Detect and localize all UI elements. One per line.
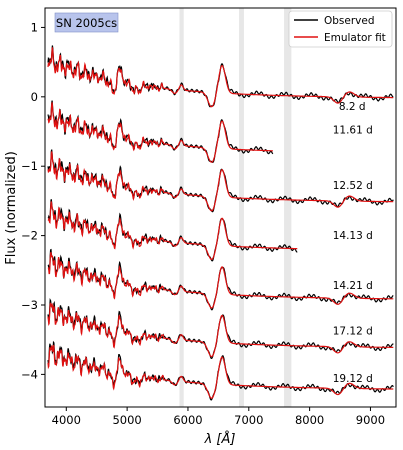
telluric-band-2 <box>284 8 292 407</box>
y-tick-label-4: −3 <box>21 298 38 312</box>
epoch-label-12-52-d: 12.52 d <box>333 180 373 192</box>
emulator-fit-spectrum-12-52-d <box>47 151 394 212</box>
epoch-labels: 8.2 d 11.61 d 12.52 d 14.13 d 14.21 d 17.12 d… <box>333 101 373 385</box>
epoch-label-14-13-d: 14.13 d <box>333 230 373 242</box>
y-tick-label-1: 0 <box>31 90 38 104</box>
y-tick-label-3: −2 <box>21 229 38 243</box>
annotation-text: SN 2005cs <box>56 16 117 30</box>
emulator-fit-spectrum-14-21-d <box>47 251 394 309</box>
annotation-box: SN 2005cs <box>54 12 119 33</box>
x-tick-label-6000: 6000 <box>173 413 202 427</box>
telluric-bands <box>179 8 292 407</box>
emulator-fit-spectrum-11-61-d <box>47 102 273 163</box>
spectra-lines <box>47 45 394 401</box>
observed-spectrum-8-2-d <box>47 45 394 108</box>
telluric-band-1 <box>239 8 244 407</box>
emulator-fit-spectrum-19-12-d <box>47 344 394 399</box>
epoch-label-11-61-d: 11.61 d <box>333 124 373 136</box>
x-tick-label-5000: 5000 <box>112 413 141 427</box>
epoch-label-14-21-d: 14.21 d <box>333 280 373 292</box>
x-axis-label: λ [Å] <box>204 431 236 447</box>
y-tick-label-2: −1 <box>21 159 38 173</box>
plot-frame <box>44 7 397 408</box>
x-axis-ticks: 4000 5000 6000 7000 8000 9000 <box>52 407 385 427</box>
y-tick-label-5: −4 <box>21 367 38 381</box>
x-tick-label-4000: 4000 <box>52 413 81 427</box>
emulator-fit-spectrum-17-12-d <box>47 302 394 358</box>
legend-label-observed: Observed <box>324 15 375 27</box>
epoch-label-19-12-d: 19.12 d <box>333 373 373 385</box>
emulator-fit-spectrum-8-2-d <box>47 47 394 108</box>
legend: Observed Emulator fit <box>288 10 393 48</box>
telluric-band-0 <box>179 8 184 407</box>
y-axis-ticks: 1 0 −1 −2 −3 −4 <box>21 20 45 381</box>
epoch-label-8-2-d: 8.2 d <box>339 101 366 113</box>
emulator-fit-spectrum-14-13-d <box>47 201 298 261</box>
y-tick-label-0: 1 <box>31 20 38 34</box>
legend-label-emulator-fit: Emulator fit <box>324 32 386 44</box>
epoch-label-17-12-d: 17.12 d <box>333 326 373 338</box>
x-tick-label-7000: 7000 <box>234 413 263 427</box>
x-tick-label-9000: 9000 <box>356 413 385 427</box>
x-tick-label-8000: 8000 <box>295 413 324 427</box>
observed-spectrum-14-13-d <box>47 199 298 262</box>
y-axis-label: Flux (normalized) <box>4 151 19 265</box>
